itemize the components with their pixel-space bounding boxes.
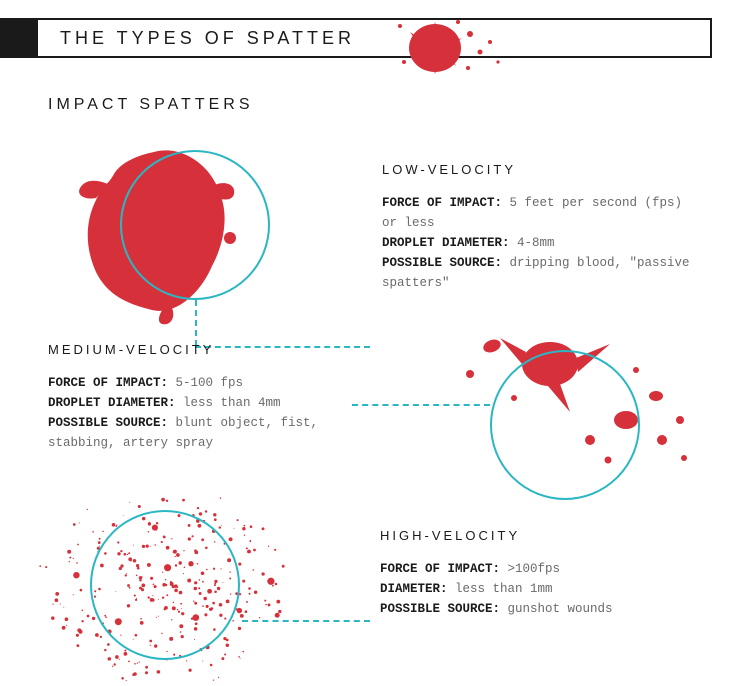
data-row: DROPLET DIAMETER: 4-8mm — [382, 233, 702, 253]
subtitle: IMPACT SPATTERS — [48, 96, 254, 114]
data-row: FORCE OF IMPACT: >100fps — [380, 559, 700, 579]
header-bar: THE TYPES OF SPATTER — [0, 18, 712, 58]
data-row: FORCE OF IMPACT: 5 feet per second (fps)… — [382, 193, 702, 233]
section-title: HIGH-VELOCITY — [380, 526, 700, 547]
section-medium-velocity: MEDIUM-VELOCITY FORCE OF IMPACT: 5-100 f… — [0, 330, 736, 510]
lens-circle-icon — [90, 510, 240, 660]
data-row: DIAMETER: less than 1mm — [380, 579, 700, 599]
low-velocity-text: LOW-VELOCITY FORCE OF IMPACT: 5 feet per… — [382, 160, 702, 293]
blood-splat-icon — [390, 12, 510, 92]
lens-circle-icon — [120, 150, 270, 300]
medium-velocity-text: MEDIUM-VELOCITY FORCE OF IMPACT: 5-100 f… — [48, 340, 378, 453]
section-title: LOW-VELOCITY — [382, 160, 702, 181]
lens-circle-icon — [490, 350, 640, 500]
section-title: MEDIUM-VELOCITY — [48, 340, 378, 361]
page-title: THE TYPES OF SPATTER — [60, 28, 355, 49]
section-high-velocity: HIGH-VELOCITY FORCE OF IMPACT: >100fps D… — [0, 500, 736, 680]
data-row: POSSIBLE SOURCE: dripping blood, "passiv… — [382, 253, 702, 293]
data-row: FORCE OF IMPACT: 5-100 fps — [48, 373, 378, 393]
data-row: DROPLET DIAMETER: less than 4mm — [48, 393, 378, 413]
section-low-velocity: LOW-VELOCITY FORCE OF IMPACT: 5 feet per… — [0, 140, 736, 340]
data-row: POSSIBLE SOURCE: blunt object, fist, sta… — [48, 413, 378, 453]
header-box: THE TYPES OF SPATTER — [36, 18, 712, 58]
data-row: POSSIBLE SOURCE: gunshot wounds — [380, 599, 700, 619]
high-velocity-text: HIGH-VELOCITY FORCE OF IMPACT: >100fps D… — [380, 526, 700, 619]
header-accent — [0, 18, 36, 58]
connector-line — [242, 620, 370, 622]
